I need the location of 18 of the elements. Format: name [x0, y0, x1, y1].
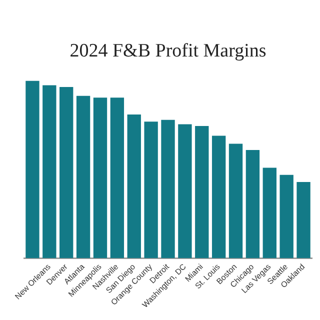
- bar: [144, 122, 158, 258]
- bar: [60, 87, 74, 258]
- bar: [26, 80, 40, 258]
- bar: [296, 182, 310, 258]
- bar: [127, 114, 141, 258]
- bar: [76, 96, 90, 258]
- bar: [110, 98, 124, 258]
- bar: [212, 136, 226, 258]
- bar: [195, 126, 209, 258]
- bar: [228, 144, 243, 258]
- bar: [262, 168, 276, 258]
- bar: [178, 124, 192, 258]
- bar: [161, 120, 175, 258]
- bar: [42, 85, 56, 258]
- chart-title: 2024 F&B Profit Margins: [70, 40, 266, 62]
- bar: [93, 98, 108, 258]
- bar: [246, 150, 260, 258]
- bar: [280, 174, 294, 258]
